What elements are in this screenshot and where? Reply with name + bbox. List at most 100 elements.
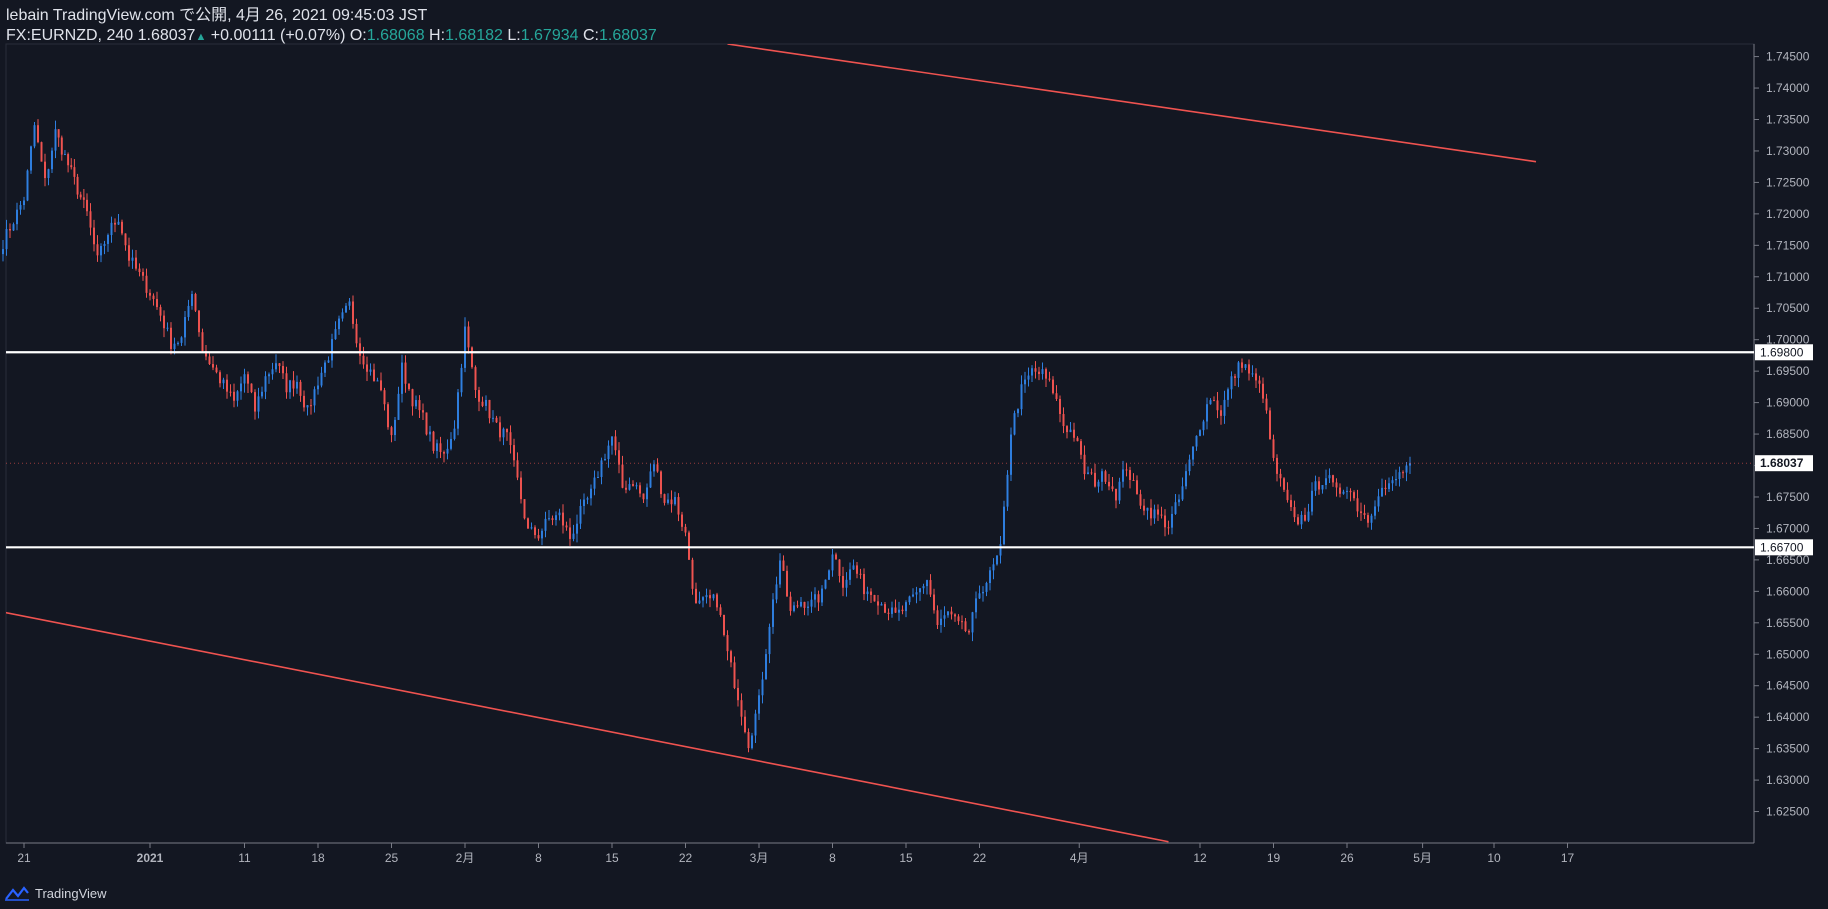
candle-body [758,695,760,714]
candle-body [926,580,928,587]
candle-body [1370,515,1373,523]
x-tick-label: 21 [17,851,31,865]
symbol-label: FX:EURNZD, 240 [6,27,134,44]
candle-body [1241,362,1243,368]
candle-body [292,380,295,389]
candle-body [572,533,575,539]
candle-body [1006,474,1009,507]
candle-body [579,505,582,524]
candle-body [870,591,872,595]
candle-body [1104,471,1107,482]
candle-body [698,600,701,604]
x-tick-label: 25 [385,851,399,865]
candle-body [383,390,386,405]
candle-body [348,301,351,306]
candle-body [779,560,781,585]
candle-body [432,431,435,451]
candle-body [1010,434,1012,475]
candle-body [1003,506,1005,545]
candle-body [1311,490,1313,512]
y-tick-label: 1.70000 [1766,333,1810,347]
candle-body [726,635,729,652]
candle-body [614,436,617,451]
candle-body [807,606,809,608]
candle-body [26,170,29,201]
candle-body [677,497,680,515]
y-tick-label: 1.68500 [1766,427,1810,441]
candle-body [226,379,228,392]
tradingview-icon [5,886,29,901]
candle-body [1146,507,1149,511]
candle-body [649,471,652,488]
candle-body [803,601,806,608]
candle-body [950,611,953,615]
candle-body [1020,384,1023,410]
ohlc-legend: FX:EURNZD, 240 1.68037▲ +0.00111 (+0.07%… [6,26,657,47]
candle-body [219,372,221,384]
candle-body [201,332,204,352]
candle-body [1199,430,1201,436]
candle-body [747,732,750,749]
candle-body [625,487,627,490]
candle-body [863,574,865,595]
candle-body [1286,489,1289,501]
candle-body [215,367,218,373]
y-tick-label: 1.69000 [1766,396,1810,410]
candle-body [264,376,267,392]
candle-body [63,154,66,156]
tradingview-logo[interactable]: TradingView [4,885,107,901]
y-tick-label: 1.67000 [1766,521,1810,535]
candle-body [1052,379,1054,394]
candle-body [44,161,46,179]
candle-body [810,599,813,607]
candle-body [709,595,711,599]
candle-body [1381,487,1383,497]
candle-body [194,293,197,311]
candle-body [187,305,190,318]
candle-body [1374,506,1376,516]
candle-body [1055,393,1058,399]
candle-body [464,326,466,368]
trendline [6,611,1169,843]
candle-body [121,221,123,234]
candle-body [366,364,368,372]
candle-body [1409,463,1411,466]
candle-body [688,532,690,560]
candle-body [380,380,382,391]
candle-body [334,329,337,340]
candle-body [891,607,893,614]
level-price-label: 1.69800 [1760,345,1804,359]
candle-body [1395,479,1397,481]
y-tick-label: 1.66500 [1766,553,1810,567]
candle-body [73,167,76,177]
candle-body [845,579,848,588]
candle-body [1276,457,1278,474]
candle-body [1167,527,1170,529]
candle-body [9,229,11,231]
candle-body [1255,373,1257,381]
candle-body [513,445,515,461]
candle-body [362,355,365,365]
chart-header: lebain TradingView.com で公開, 4月 26, 2021 … [6,6,657,47]
candle-body [149,292,151,296]
candle-body [1244,364,1247,368]
candle-body [611,436,613,446]
candle-body [1213,400,1215,402]
candle-body [198,310,200,333]
candle-body [436,443,438,451]
candle-body [103,243,106,246]
candle-body [257,396,260,412]
low-value: 1.67934 [520,27,579,44]
brand-label: TradingView [35,885,107,901]
y-tick-label: 1.69500 [1766,364,1810,378]
candle-body [89,211,92,228]
candle-body [618,450,620,465]
candle-body [418,400,421,411]
candle-body [275,363,277,370]
candle-body [289,380,291,393]
candle-body [282,366,284,374]
candle-body [1304,514,1306,521]
candle-body [76,176,79,195]
y-tick-label: 1.71500 [1766,238,1810,252]
